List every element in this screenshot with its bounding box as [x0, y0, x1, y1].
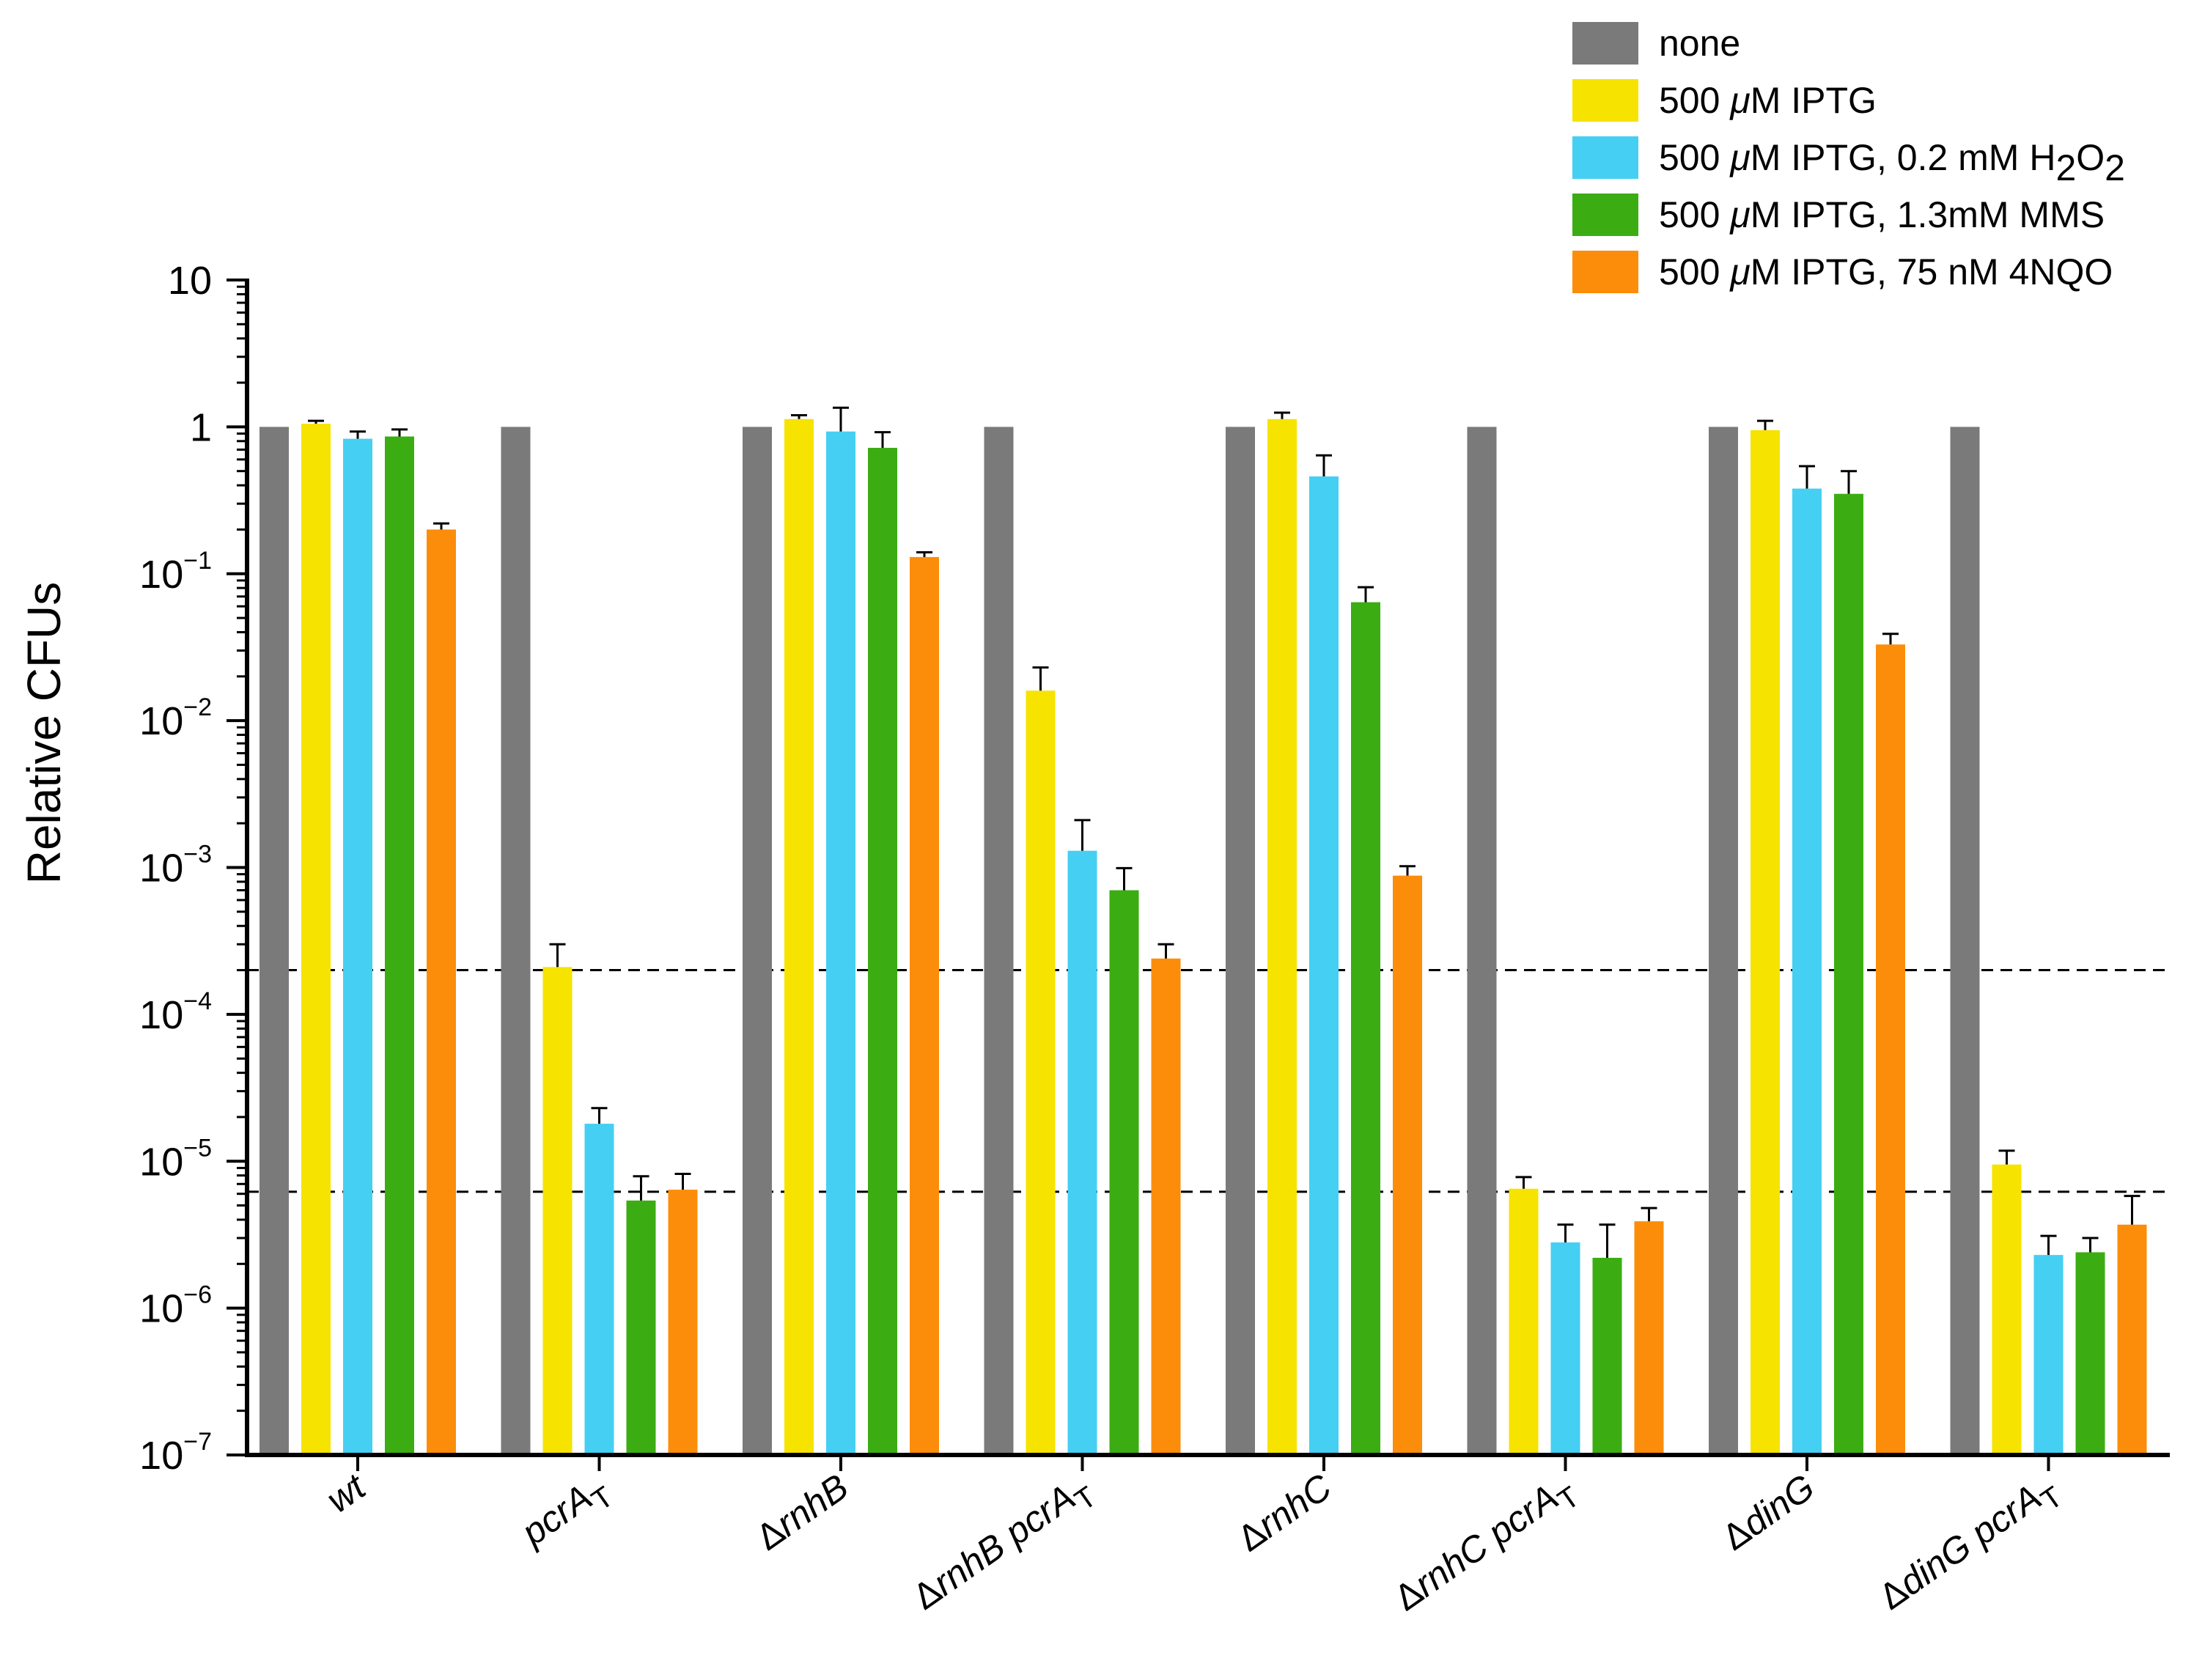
bar — [1267, 419, 1297, 1455]
legend-swatch — [1572, 22, 1638, 65]
legend-swatch — [1572, 79, 1638, 122]
bar — [1876, 644, 1905, 1455]
y-axis-ticks: 10 1 10−1 10−2 10−3 10−4 10−5 10−6 10−7 — [139, 259, 247, 1478]
x-category-label: ΔrnhC pcrAT — [1387, 1466, 1586, 1626]
x-category-label: pcrAT — [513, 1466, 619, 1561]
bar — [1950, 427, 1980, 1455]
bar — [826, 431, 855, 1456]
legend-label: 500 μM IPTG — [1659, 80, 1877, 121]
x-category-label: ΔrnhB — [748, 1466, 855, 1558]
bar — [1592, 1258, 1622, 1455]
bar — [1067, 850, 1097, 1455]
bar — [1992, 1164, 2022, 1455]
bar — [1226, 427, 1255, 1455]
x-category-label: ΔdinG pcrAT — [1871, 1466, 2069, 1624]
bar — [1509, 1188, 1539, 1455]
y-tick-label: 10−3 — [139, 841, 212, 891]
x-axis-category-labels: wt pcrAT ΔrnhB ΔrnhB pcrAT ΔrnhC ΔrnhC pcrAT Δ… — [319, 1455, 2069, 1626]
bar — [542, 967, 573, 1455]
bar — [343, 438, 372, 1455]
bar — [1026, 690, 1056, 1455]
bar — [2075, 1252, 2105, 1455]
bar — [984, 427, 1014, 1455]
bar — [1550, 1242, 1580, 1455]
legend-label: 500 μM IPTG, 75 nM 4NQO — [1659, 251, 2113, 292]
bar — [743, 427, 772, 1455]
bar — [1351, 602, 1380, 1455]
bar — [301, 424, 331, 1456]
bar — [910, 556, 939, 1455]
legend-swatch — [1572, 136, 1638, 179]
y-tick-label: 10 — [168, 259, 212, 303]
legend-label: none — [1659, 23, 1740, 64]
bar — [1792, 488, 1822, 1455]
bar — [385, 436, 414, 1455]
y-tick-label: 10−2 — [139, 693, 212, 743]
x-category-label: wt — [319, 1465, 374, 1521]
bar — [2117, 1224, 2147, 1455]
x-category-label: ΔrnhC — [1230, 1466, 1339, 1560]
bar — [584, 1124, 614, 1455]
bar — [668, 1190, 698, 1455]
x-category-label: ΔrnhB pcrAT — [905, 1466, 1102, 1624]
legend: none 500 μM IPTG 500 μM IPTG, 0.2 mM H2O2 5… — [1572, 22, 2125, 293]
bar — [1709, 427, 1738, 1455]
legend-swatch — [1572, 194, 1638, 236]
bar — [868, 447, 897, 1456]
y-tick-label: 1 — [190, 405, 212, 449]
bar — [1834, 493, 1863, 1455]
bar — [1634, 1221, 1664, 1455]
bar — [1751, 430, 1780, 1455]
bar — [1109, 890, 1139, 1455]
bar — [1309, 476, 1339, 1455]
bar-groups — [259, 406, 2147, 1456]
bar — [1393, 875, 1422, 1455]
x-category-label: ΔdinG — [1715, 1466, 1822, 1558]
legend-swatch — [1572, 251, 1638, 293]
bar — [427, 529, 456, 1455]
bar — [1151, 958, 1181, 1455]
bar — [1467, 427, 1497, 1455]
y-tick-label: 10−7 — [139, 1428, 212, 1478]
bar — [2033, 1255, 2064, 1455]
bar — [626, 1200, 656, 1455]
bar — [501, 427, 531, 1455]
y-tick-label: 10−6 — [139, 1281, 212, 1331]
y-tick-label: 10−1 — [139, 547, 212, 597]
y-axis-title: Relative CFUs — [18, 582, 70, 885]
bar — [259, 427, 289, 1455]
y-tick-label: 10−4 — [139, 987, 212, 1037]
legend-label: 500 μM IPTG, 1.3mM MMS — [1659, 194, 2105, 235]
y-tick-label: 10−5 — [139, 1134, 212, 1184]
bar — [784, 419, 814, 1455]
legend-label: 500 μM IPTG, 0.2 mM H2O2 — [1659, 137, 2125, 188]
